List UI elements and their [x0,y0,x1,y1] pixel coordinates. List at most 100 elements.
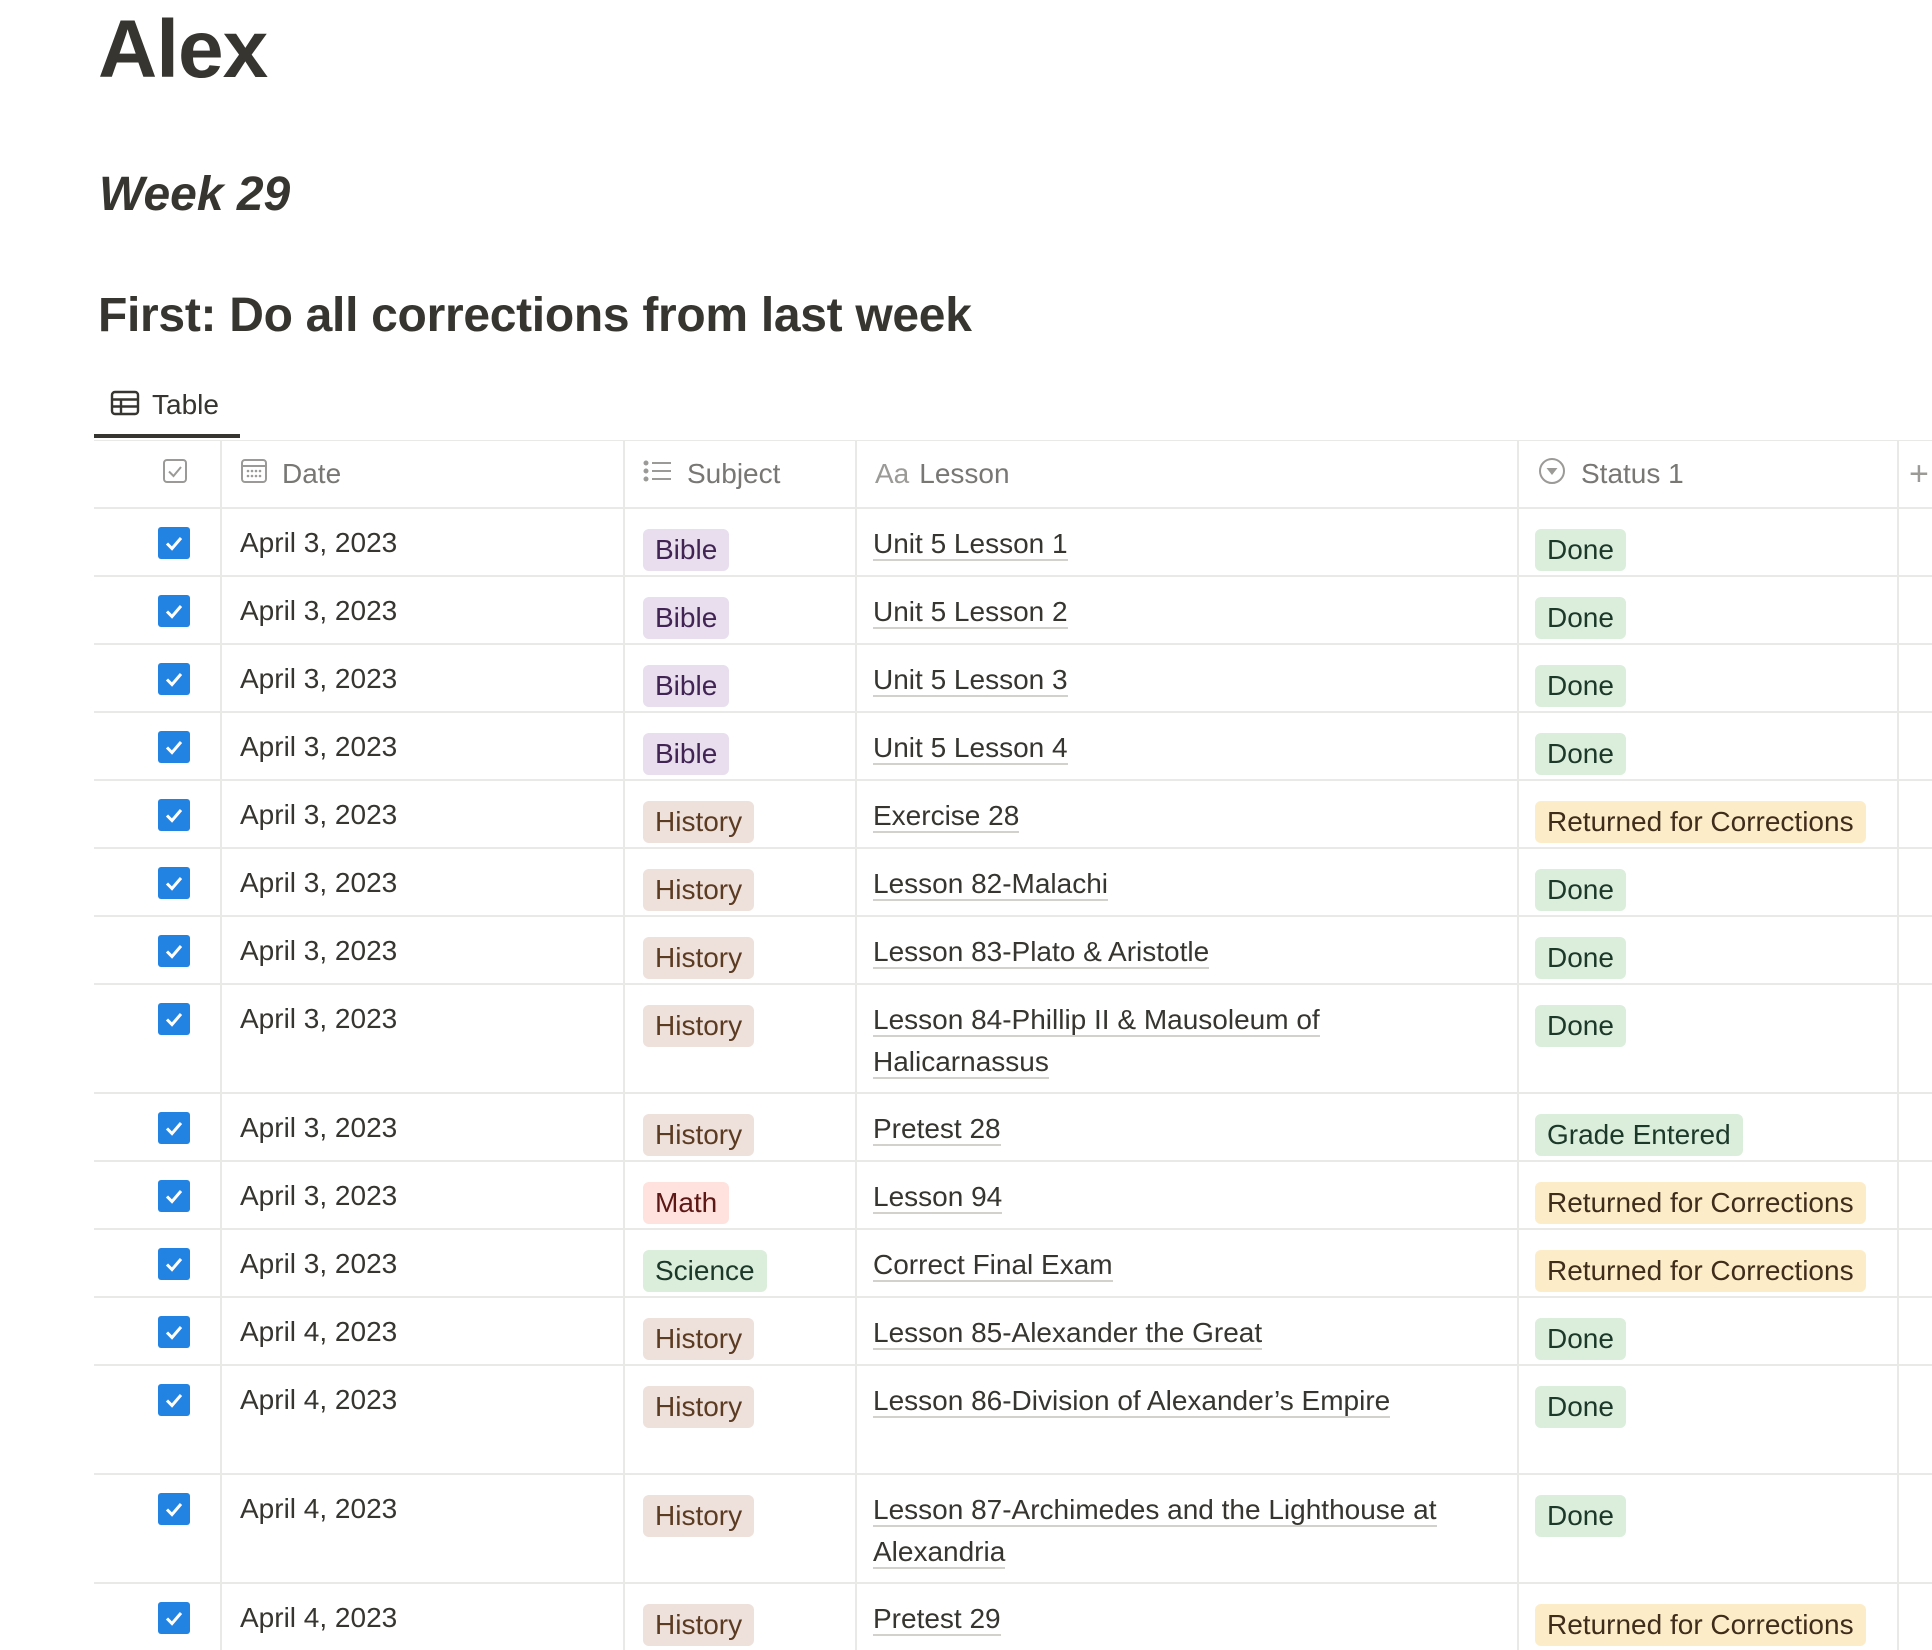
subject-cell[interactable]: History [625,849,857,915]
lesson-link[interactable]: Unit 5 Lesson 1 [873,528,1068,561]
lesson-cell[interactable]: Lesson 82-Malachi [857,849,1519,915]
subject-cell[interactable]: History [625,1298,857,1364]
subject-cell[interactable]: History [625,917,857,983]
column-header-date[interactable]: Date [222,441,625,507]
lesson-link[interactable]: Pretest 29 [873,1603,1001,1636]
lesson-cell[interactable]: Correct Final Exam [857,1230,1519,1296]
table-row[interactable]: April 3, 2023 History Lesson 82-Malachi Don… [94,849,1932,917]
table-row[interactable]: April 3, 2023 Bible Unit 5 Lesson 1 Done [94,509,1932,577]
done-checkbox[interactable] [158,663,190,695]
status-cell[interactable]: Grade Entered [1519,1094,1899,1160]
date-cell[interactable]: April 3, 2023 [222,1162,625,1228]
lesson-cell[interactable]: Lesson 86-Division of Alexander’s Empire [857,1366,1519,1473]
status-cell[interactable]: Done [1519,985,1899,1092]
subject-cell[interactable]: Bible [625,509,857,575]
date-cell[interactable]: April 3, 2023 [222,985,625,1092]
status-cell[interactable]: Done [1519,713,1899,779]
column-header-lesson[interactable]: Aa Lesson [857,441,1519,507]
date-cell[interactable]: April 3, 2023 [222,645,625,711]
add-column-button[interactable]: + [1899,441,1932,507]
lesson-link[interactable]: Lesson 94 [873,1181,1003,1214]
done-checkbox[interactable] [158,731,190,763]
date-cell[interactable]: April 3, 2023 [222,577,625,643]
subject-cell[interactable]: Science [625,1230,857,1296]
subject-cell[interactable]: Bible [625,713,857,779]
done-checkbox[interactable] [158,527,190,559]
status-cell[interactable]: Done [1519,1298,1899,1364]
done-checkbox[interactable] [158,1180,190,1212]
done-checkbox[interactable] [158,1003,190,1035]
done-checkbox[interactable] [158,1248,190,1280]
table-row[interactable]: April 3, 2023 Science Correct Final Exam Re… [94,1230,1932,1298]
status-cell[interactable]: Done [1519,1475,1899,1582]
lesson-link[interactable]: Correct Final Exam [873,1249,1113,1282]
date-cell[interactable]: April 3, 2023 [222,849,625,915]
date-cell[interactable]: April 4, 2023 [222,1366,625,1473]
status-cell[interactable]: Returned for Corrections [1519,1584,1899,1650]
table-row[interactable]: April 3, 2023 Bible Unit 5 Lesson 4 Done [94,713,1932,781]
subject-cell[interactable]: History [625,1094,857,1160]
lesson-link[interactable]: Unit 5 Lesson 2 [873,596,1068,629]
table-row[interactable]: April 4, 2023 History Pretest 29 Returned f… [94,1584,1932,1650]
lesson-cell[interactable]: Unit 5 Lesson 4 [857,713,1519,779]
lesson-link[interactable]: Lesson 87-Archimedes and the Lighthouse … [873,1494,1437,1569]
table-row[interactable]: April 3, 2023 History Lesson 84-Phillip II… [94,985,1932,1094]
status-cell[interactable]: Returned for Corrections [1519,1162,1899,1228]
lesson-link[interactable]: Lesson 83-Plato & Aristotle [873,936,1210,969]
lesson-link[interactable]: Lesson 85-Alexander the Great [873,1317,1263,1350]
lesson-cell[interactable]: Lesson 87-Archimedes and the Lighthouse … [857,1475,1519,1582]
date-cell[interactable]: April 3, 2023 [222,917,625,983]
lesson-link[interactable]: Lesson 86-Division of Alexander’s Empire [873,1385,1391,1418]
subject-cell[interactable]: Math [625,1162,857,1228]
table-row[interactable]: April 4, 2023 History Lesson 85-Alexander … [94,1298,1932,1366]
status-cell[interactable]: Done [1519,917,1899,983]
column-header-status[interactable]: Status 1 [1519,441,1899,507]
done-checkbox[interactable] [158,935,190,967]
table-view-tab[interactable]: Table [94,376,240,438]
column-header-subject[interactable]: Subject [625,441,857,507]
lesson-cell[interactable]: Pretest 28 [857,1094,1519,1160]
lesson-link[interactable]: Unit 5 Lesson 3 [873,664,1068,697]
done-checkbox[interactable] [158,799,190,831]
date-cell[interactable]: April 3, 2023 [222,1230,625,1296]
table-row[interactable]: April 3, 2023 History Lesson 83-Plato & Ar… [94,917,1932,985]
status-cell[interactable]: Returned for Corrections [1519,1230,1899,1296]
done-checkbox[interactable] [158,1602,190,1634]
subject-cell[interactable]: History [625,781,857,847]
date-cell[interactable]: April 4, 2023 [222,1475,625,1582]
column-header-done[interactable] [94,441,222,507]
table-row[interactable]: April 3, 2023 Math Lesson 94 Returned for C… [94,1162,1932,1230]
subject-cell[interactable]: History [625,1475,857,1582]
lesson-cell[interactable]: Lesson 84-Phillip II & Mausoleum of Hali… [857,985,1519,1092]
lesson-link[interactable]: Unit 5 Lesson 4 [873,732,1068,765]
lesson-link[interactable]: Pretest 28 [873,1113,1001,1146]
date-cell[interactable]: April 3, 2023 [222,1094,625,1160]
table-row[interactable]: April 3, 2023 Bible Unit 5 Lesson 2 Done [94,577,1932,645]
lesson-cell[interactable]: Pretest 29 [857,1584,1519,1650]
done-checkbox[interactable] [158,1384,190,1416]
date-cell[interactable]: April 4, 2023 [222,1298,625,1364]
lesson-link[interactable]: Lesson 82-Malachi [873,868,1109,901]
done-checkbox[interactable] [158,867,190,899]
status-cell[interactable]: Done [1519,645,1899,711]
status-cell[interactable]: Returned for Corrections [1519,781,1899,847]
date-cell[interactable]: April 4, 2023 [222,1584,625,1650]
done-checkbox[interactable] [158,1112,190,1144]
date-cell[interactable]: April 3, 2023 [222,781,625,847]
done-checkbox[interactable] [158,595,190,627]
lesson-cell[interactable]: Unit 5 Lesson 2 [857,577,1519,643]
status-cell[interactable]: Done [1519,849,1899,915]
status-cell[interactable]: Done [1519,1366,1899,1473]
subject-cell[interactable]: Bible [625,577,857,643]
subject-cell[interactable]: History [625,1584,857,1650]
subject-cell[interactable]: History [625,985,857,1092]
lesson-cell[interactable]: Lesson 85-Alexander the Great [857,1298,1519,1364]
lesson-link[interactable]: Lesson 84-Phillip II & Mausoleum of Hali… [873,1004,1320,1079]
lesson-cell[interactable]: Lesson 94 [857,1162,1519,1228]
status-cell[interactable]: Done [1519,577,1899,643]
done-checkbox[interactable] [158,1493,190,1525]
date-cell[interactable]: April 3, 2023 [222,713,625,779]
done-checkbox[interactable] [158,1316,190,1348]
table-row[interactable]: April 4, 2023 History Lesson 86-Division o… [94,1366,1932,1475]
status-cell[interactable]: Done [1519,509,1899,575]
